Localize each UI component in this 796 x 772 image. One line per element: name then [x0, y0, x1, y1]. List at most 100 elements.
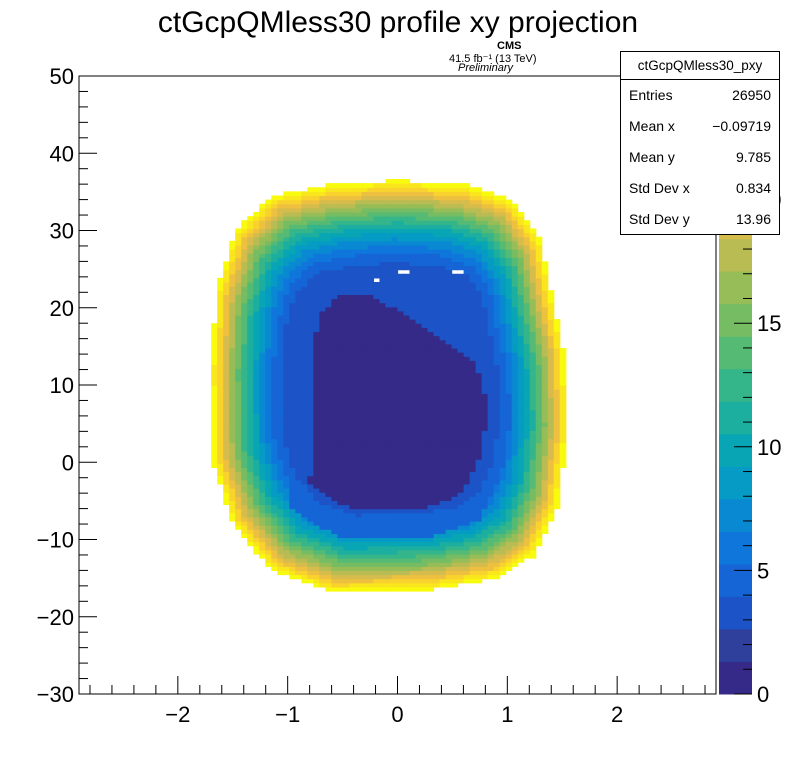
- heatmap-cell: [475, 553, 483, 559]
- heatmap-cell: [301, 240, 308, 246]
- heatmap-cell: [313, 409, 320, 415]
- heatmap-cell: [313, 504, 320, 510]
- heatmap-cell: [511, 352, 519, 357]
- heatmap-cell: [433, 319, 441, 324]
- heatmap-cell: [283, 207, 290, 213]
- heatmap-cell: [295, 483, 302, 489]
- heatmap-cell: [433, 335, 441, 341]
- heatmap-cell: [385, 207, 393, 213]
- heatmap-cell: [331, 533, 339, 539]
- heatmap-cell: [373, 405, 381, 411]
- heatmap-cell: [487, 455, 495, 460]
- heatmap-cell: [433, 488, 441, 493]
- heatmap-cell: [517, 512, 525, 518]
- heatmap-cell: [457, 434, 465, 440]
- heatmap-cell: [397, 516, 405, 522]
- heatmap-cell: [343, 426, 351, 431]
- heatmap-cell: [355, 496, 363, 501]
- heatmap-cell: [325, 195, 332, 201]
- heatmap-cell: [421, 203, 429, 209]
- heatmap-cell: [505, 319, 513, 324]
- heatmap-cell: [349, 488, 357, 493]
- heatmap-cell: [355, 549, 363, 555]
- heatmap-cell: [487, 360, 495, 365]
- heatmap-cell: [259, 385, 266, 390]
- heatmap-cell: [457, 372, 465, 378]
- heatmap-cell: [301, 562, 308, 567]
- heatmap-cell: [535, 335, 543, 341]
- heatmap-cell: [427, 389, 435, 394]
- heatmap-cell: [415, 488, 423, 493]
- heatmap-cell: [433, 438, 441, 444]
- heatmap-cell: [301, 553, 308, 559]
- heatmap-cell: [493, 249, 501, 254]
- heatmap-cell: [397, 586, 405, 592]
- heatmap-cell: [481, 483, 489, 489]
- heatmap-cell: [307, 446, 314, 452]
- heatmap-cell: [271, 450, 278, 456]
- heatmap-cell: [391, 401, 399, 407]
- heatmap-cell: [517, 306, 525, 312]
- heatmap-cell: [271, 319, 278, 324]
- heatmap-cell: [403, 455, 411, 460]
- heatmap-cell: [271, 541, 278, 547]
- heatmap-cell: [487, 319, 495, 324]
- heatmap-cell: [421, 187, 429, 192]
- heatmap-cell: [283, 463, 290, 468]
- heatmap-cell: [307, 479, 314, 485]
- heatmap-cell: [457, 500, 465, 506]
- heatmap-cell: [475, 372, 483, 378]
- heatmap-cell: [415, 228, 423, 234]
- heatmap-cell: [505, 327, 513, 333]
- heatmap-cell: [385, 389, 393, 394]
- heatmap-cell: [277, 430, 284, 436]
- heatmap-cell: [223, 306, 230, 312]
- heatmap-cell: [361, 327, 369, 333]
- heatmap-cell: [421, 434, 429, 440]
- heatmap-cell: [457, 516, 465, 522]
- heatmap-cell: [361, 286, 369, 291]
- heatmap-cell: [355, 446, 363, 452]
- heatmap-cell: [469, 356, 477, 361]
- heatmap-cell: [343, 302, 351, 308]
- heatmap-cell: [439, 282, 447, 287]
- heatmap-cell: [349, 409, 357, 415]
- heatmap-cell: [463, 187, 471, 192]
- heatmap-cell: [439, 409, 447, 415]
- heatmap-cell: [397, 220, 405, 225]
- heatmap-cell: [421, 529, 429, 534]
- heatmap-cell: [499, 434, 507, 440]
- heatmap-cell: [409, 347, 417, 353]
- heatmap-cell: [241, 512, 248, 518]
- heatmap-cell: [349, 537, 357, 543]
- heatmap-cell: [277, 467, 284, 473]
- heatmap-cell: [361, 578, 369, 584]
- heatmap-cell: [355, 277, 363, 283]
- heatmap-cell: [391, 282, 399, 287]
- heatmap-cell: [481, 228, 489, 234]
- heatmap-cell: [439, 232, 447, 238]
- heatmap-cell: [283, 216, 290, 221]
- heatmap-cell: [325, 253, 332, 258]
- heatmap-cell: [505, 335, 513, 341]
- heatmap-cell: [529, 331, 537, 337]
- heatmap-cell: [397, 578, 405, 584]
- heatmap-cell: [421, 430, 429, 436]
- heatmap-cell: [313, 360, 320, 365]
- heatmap-cell: [505, 364, 513, 370]
- heatmap-cell: [445, 467, 453, 473]
- heatmap-cell: [427, 409, 435, 415]
- heatmap-cell: [235, 492, 242, 497]
- heatmap-cell: [265, 314, 272, 320]
- heatmap-cell: [493, 286, 501, 291]
- heatmap-cell: [493, 310, 501, 316]
- heatmap-cell: [505, 216, 513, 221]
- heatmap-cell: [343, 216, 351, 221]
- heatmap-cell: [295, 558, 302, 563]
- heatmap-cell: [391, 430, 399, 436]
- heatmap-cell: [475, 290, 483, 295]
- heatmap-cell: [433, 578, 441, 584]
- heatmap-cell: [325, 269, 332, 275]
- heatmap-cell: [397, 265, 405, 271]
- heatmap-cell: [283, 405, 290, 411]
